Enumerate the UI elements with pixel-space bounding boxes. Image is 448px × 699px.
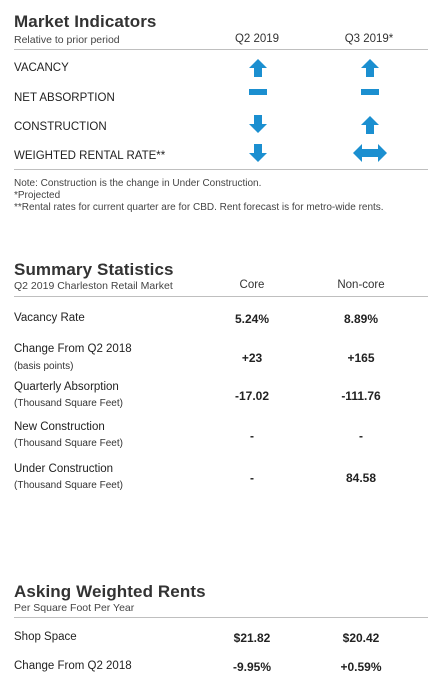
market-indicators-subtitle: Relative to prior period [14, 34, 120, 46]
rents-noncore-change: +0.59% [340, 660, 382, 674]
indicator-label-net-absorption: NET ABSORPTION [14, 92, 115, 104]
summary-sublabel-new-construction: (Thousand Square Feet) [14, 438, 123, 449]
rents-core-change: -9.95% [232, 660, 272, 674]
note-construction: Note: Construction is the change in Unde… [14, 178, 262, 189]
summary-noncore-under-construction: 84.58 [345, 471, 377, 485]
rents-label-change: Change From Q2 2018 [14, 660, 132, 672]
arrow-down-icon [249, 115, 267, 133]
column-header-non-core: Non-core [337, 279, 385, 291]
asking-rents-title: Asking Weighted Rents [14, 582, 206, 601]
column-header-core: Core [239, 279, 265, 291]
dash-icon [249, 89, 267, 95]
summary-sublabel-quarterly-absorption: (Thousand Square Feet) [14, 398, 123, 409]
indicator-label-weighted-rental-rate: WEIGHTED RENTAL RATE** [14, 150, 166, 162]
arrow-up-icon [361, 116, 379, 134]
summary-statistics-title: Summary Statistics [14, 260, 174, 279]
summary-noncore-new-construction: - [359, 429, 363, 443]
summary-label-change: Change From Q2 2018 [14, 343, 132, 355]
column-header-q2-2019: Q2 2019 [234, 33, 280, 45]
summary-noncore-vacancy-rate: 8.89% [343, 312, 379, 326]
summary-core-vacancy-rate: 5.24% [234, 312, 270, 326]
note-rental-rates: **Rental rates for current quarter are f… [14, 202, 384, 213]
dash-icon [361, 89, 379, 95]
market-indicators-title: Market Indicators [14, 12, 157, 31]
column-header-q3-2019: Q3 2019* [344, 33, 394, 45]
summary-core-quarterly-absorption: -17.02 [234, 389, 270, 403]
arrow-up-icon [249, 59, 267, 77]
summary-core-change: +23 [241, 351, 263, 365]
arrow-down-icon [249, 144, 267, 162]
divider [14, 49, 428, 50]
divider [14, 296, 428, 297]
rents-core-shop-space: $21.82 [233, 631, 271, 645]
summary-label-vacancy-rate: Vacancy Rate [14, 312, 85, 324]
summary-sublabel-under-construction: (Thousand Square Feet) [14, 480, 123, 491]
double-arrow-horizontal-icon [353, 144, 387, 162]
arrow-up-icon [361, 59, 379, 77]
asking-rents-subtitle: Per Square Foot Per Year [14, 602, 135, 614]
divider [14, 169, 428, 170]
summary-label-under-construction: Under Construction [14, 463, 114, 475]
summary-label-new-construction: New Construction [14, 421, 105, 433]
rents-label-shop-space: Shop Space [14, 631, 77, 643]
indicator-label-vacancy: VACANCY [14, 62, 69, 74]
divider [14, 617, 428, 618]
summary-core-under-construction: - [250, 471, 254, 485]
summary-sublabel-change: (basis points) [14, 361, 74, 372]
rents-noncore-shop-space: $20.42 [342, 631, 380, 645]
summary-noncore-quarterly-absorption: -111.76 [341, 389, 381, 403]
summary-noncore-change: +165 [347, 351, 375, 365]
summary-label-quarterly-absorption: Quarterly Absorption [14, 381, 119, 393]
indicator-label-construction: CONSTRUCTION [14, 121, 107, 133]
note-projected: *Projected [14, 190, 61, 201]
summary-core-new-construction: - [250, 429, 254, 443]
summary-statistics-subtitle: Q2 2019 Charleston Retail Market [14, 280, 173, 292]
